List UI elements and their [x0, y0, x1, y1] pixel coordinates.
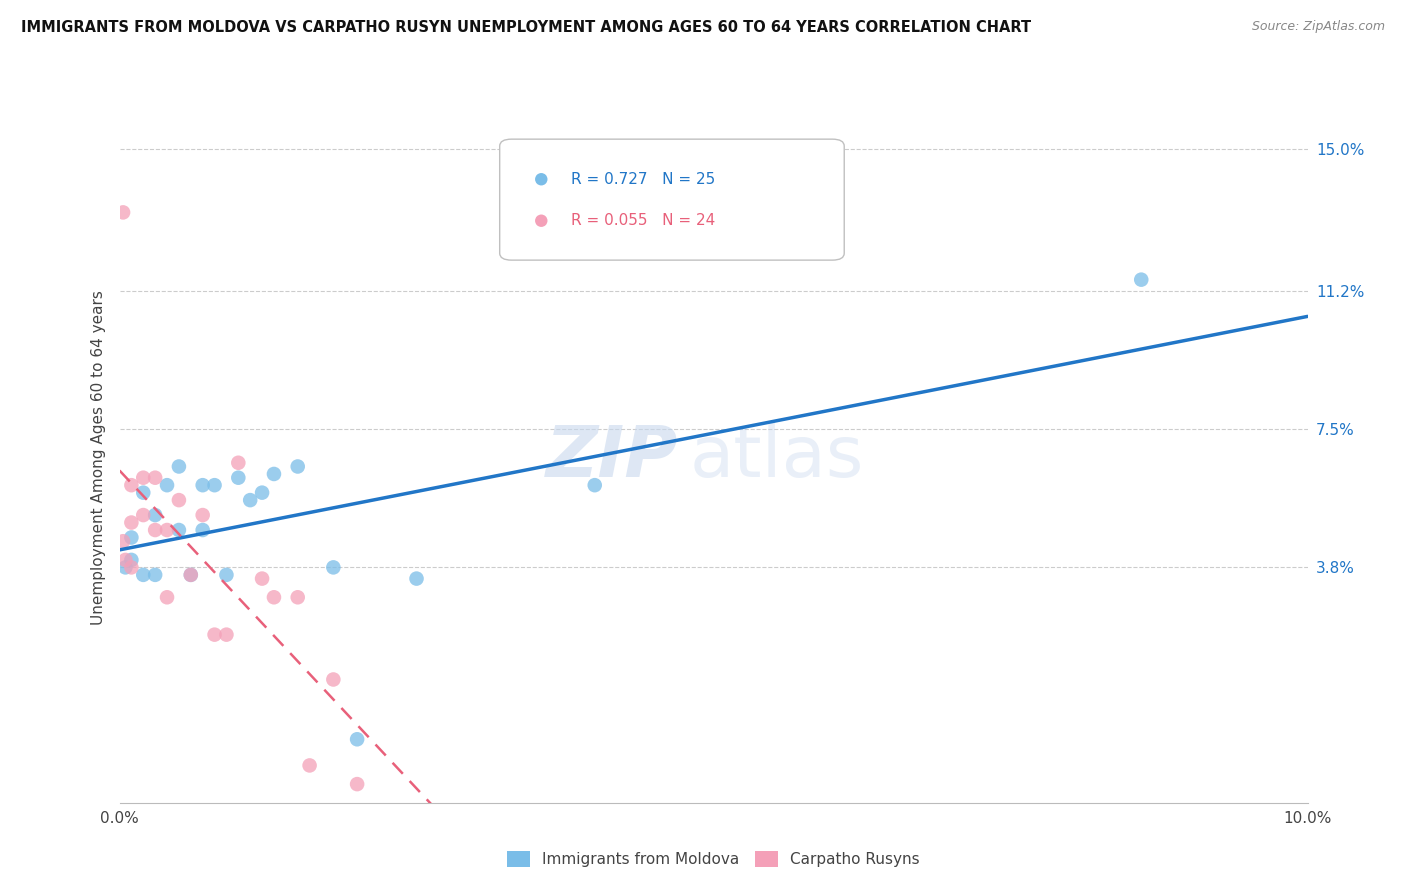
- Text: R = 0.055   N = 24: R = 0.055 N = 24: [571, 213, 716, 228]
- Point: [191, 523, 214, 537]
- Point: [112, 534, 135, 549]
- Point: [228, 456, 250, 470]
- Point: [287, 591, 309, 605]
- Point: [346, 777, 368, 791]
- Point: [204, 627, 226, 641]
- Point: [120, 516, 142, 530]
- Point: [132, 471, 155, 485]
- Point: [132, 567, 155, 582]
- Point: [114, 553, 136, 567]
- Point: [114, 560, 136, 574]
- Point: [250, 485, 273, 500]
- Point: [322, 560, 344, 574]
- Point: [215, 627, 238, 641]
- Point: [167, 523, 190, 537]
- Point: [583, 478, 606, 492]
- Point: [322, 673, 344, 687]
- Point: [250, 572, 273, 586]
- Point: [239, 493, 262, 508]
- Text: R = 0.727   N = 25: R = 0.727 N = 25: [571, 172, 716, 186]
- Point: [298, 758, 321, 772]
- Point: [204, 478, 226, 492]
- Point: [120, 553, 142, 567]
- Point: [156, 478, 179, 492]
- Point: [191, 508, 214, 522]
- FancyBboxPatch shape: [499, 139, 844, 260]
- Point: [120, 531, 142, 545]
- Text: Source: ZipAtlas.com: Source: ZipAtlas.com: [1251, 20, 1385, 33]
- Point: [1130, 273, 1153, 287]
- Point: [167, 493, 190, 508]
- Point: [143, 508, 166, 522]
- Y-axis label: Unemployment Among Ages 60 to 64 years: Unemployment Among Ages 60 to 64 years: [90, 290, 105, 624]
- Point: [156, 591, 179, 605]
- Point: [263, 467, 285, 481]
- Point: [143, 523, 166, 537]
- Point: [191, 478, 214, 492]
- Point: [112, 205, 135, 219]
- Point: [120, 478, 142, 492]
- Legend: Immigrants from Moldova, Carpatho Rusyns: Immigrants from Moldova, Carpatho Rusyns: [499, 844, 928, 875]
- Point: [156, 523, 179, 537]
- Point: [143, 471, 166, 485]
- Point: [215, 567, 238, 582]
- Point: [180, 567, 202, 582]
- Point: [143, 567, 166, 582]
- Text: atlas: atlas: [690, 423, 865, 491]
- Point: [228, 471, 250, 485]
- Point: [405, 572, 427, 586]
- Point: [167, 459, 190, 474]
- Point: [180, 567, 202, 582]
- Point: [346, 732, 368, 747]
- Text: ZIP: ZIP: [546, 423, 678, 491]
- Text: IMMIGRANTS FROM MOLDOVA VS CARPATHO RUSYN UNEMPLOYMENT AMONG AGES 60 TO 64 YEARS: IMMIGRANTS FROM MOLDOVA VS CARPATHO RUSY…: [21, 20, 1031, 35]
- Point: [287, 459, 309, 474]
- Point: [132, 508, 155, 522]
- Point: [263, 591, 285, 605]
- Point: [132, 485, 155, 500]
- Point: [120, 560, 142, 574]
